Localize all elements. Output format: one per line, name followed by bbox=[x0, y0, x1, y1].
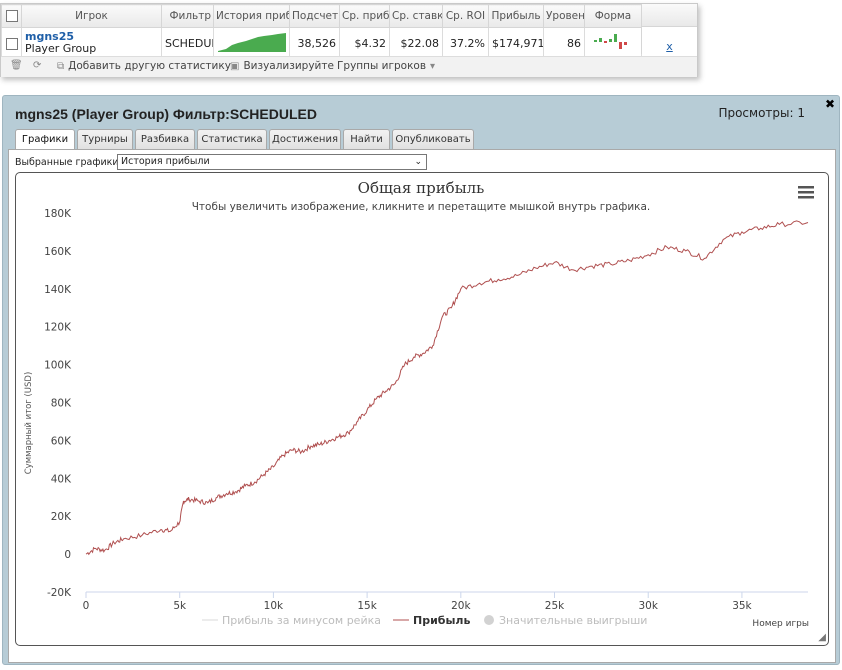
close-icon[interactable]: ✖ bbox=[824, 97, 835, 111]
x-tick-label: 10k bbox=[264, 600, 284, 612]
y-tick-label: 120K bbox=[44, 322, 72, 334]
col-header-avg-roi[interactable]: Ср. ROI bbox=[442, 4, 489, 28]
y-tick-label: -20K bbox=[47, 587, 72, 599]
form-indicator bbox=[594, 33, 627, 49]
add-stats-label: Добавить другую статистику bbox=[68, 60, 231, 72]
col-header-avg-profit[interactable]: Ср. прибыль bbox=[339, 4, 390, 28]
chevron-down-icon: ▾ bbox=[430, 60, 436, 72]
tab-graphs[interactable]: Графики bbox=[15, 129, 75, 151]
col-header-player[interactable]: Игрок bbox=[21, 4, 162, 28]
x-tick-label: 15k bbox=[357, 600, 377, 612]
count-cell: 38,526 bbox=[289, 27, 340, 59]
col-header-profit-history[interactable]: История прибыли bbox=[213, 4, 290, 28]
legend: Прибыль за минусом рейка Прибыль Значите… bbox=[202, 614, 647, 627]
trash-icon[interactable]: 🗑 bbox=[10, 60, 23, 71]
col-header-avg-stake[interactable]: Ср. ставка bbox=[389, 4, 443, 28]
menu-icon[interactable] bbox=[798, 186, 814, 199]
remove-player-link[interactable]: x bbox=[666, 40, 673, 53]
level-cell: 86 bbox=[543, 27, 585, 59]
filter-cell: SCHEDULED bbox=[161, 27, 214, 59]
col-header-profit[interactable]: Прибыль bbox=[488, 4, 544, 28]
chevron-down-icon: ⌄ bbox=[414, 157, 422, 167]
tab-breakdown[interactable]: Разбивка bbox=[135, 129, 195, 150]
visualize-label: Визуализируйте bbox=[243, 60, 334, 72]
stats-table: Игрок Фильтр История прибыли Подсчет Ср.… bbox=[1, 4, 642, 59]
y-tick-label: 80K bbox=[51, 398, 72, 410]
panel-title: mgns25 (Player Group) Фильтр:SCHEDULED bbox=[15, 106, 317, 122]
form-cell bbox=[584, 27, 642, 59]
y-tick-label: 160K bbox=[44, 246, 72, 258]
y-tick-label: 40K bbox=[51, 473, 72, 485]
legend-swatch-big-wins bbox=[484, 615, 494, 625]
tab-publish[interactable]: Опубликовать bbox=[392, 129, 474, 150]
image-icon: ▣ bbox=[230, 60, 240, 72]
select-all-checkbox[interactable] bbox=[1, 4, 22, 28]
tab-find[interactable]: Найти bbox=[343, 129, 390, 150]
y-tick-label: 0 bbox=[64, 549, 71, 561]
y-tick-label: 180K bbox=[44, 208, 72, 220]
avg-profit-cell: $4.32 bbox=[339, 27, 390, 59]
plot-area bbox=[85, 220, 809, 556]
stats-table-panel: Игрок Фильтр История прибыли Подсчет Ср.… bbox=[0, 3, 698, 77]
legend-item-net-profit[interactable]: Прибыль за минусом рейка bbox=[222, 614, 381, 627]
tab-achievements[interactable]: Достижения bbox=[269, 129, 341, 150]
x-tick-label: 25k bbox=[545, 600, 565, 612]
col-header-count[interactable]: Подсчет bbox=[289, 4, 340, 28]
stats-extra-column: x bbox=[641, 4, 697, 54]
panel-body: Выбранные графики: История прибыли ⌄ Общ… bbox=[8, 149, 836, 663]
graph-select-value: История прибыли bbox=[121, 156, 210, 167]
profit-history-sparkline bbox=[213, 27, 290, 59]
table-toolbar: 🗑 ⟳ ⧉ Добавить другую статистику ▣ Визуа… bbox=[1, 56, 697, 77]
player-cell: mgns25 Player Group bbox=[21, 27, 162, 59]
table-row: mgns25 Player Group SCHEDULED 38,526 $4.… bbox=[1, 27, 642, 59]
x-tick-label: 5k bbox=[173, 600, 187, 612]
y-tick-label: 140K bbox=[44, 284, 72, 296]
col-header-form[interactable]: Форма bbox=[584, 4, 642, 28]
player-group-label: Player Group bbox=[25, 42, 97, 55]
profit-series-line bbox=[85, 220, 809, 556]
y-axis-label: Суммарный итог (USD) bbox=[24, 372, 34, 475]
axes: 0 5k 10k 15k 20k 25k 30k 35k -20K 0 20K 40K 60K 80K 10… bbox=[44, 208, 808, 612]
y-tick-label: 20K bbox=[51, 511, 72, 523]
chart-subtitle: Чтобы увеличить изображение, кликните и … bbox=[192, 201, 651, 213]
x-tick-label: 30k bbox=[638, 600, 658, 612]
profit-chart[interactable]: Общая прибыль Чтобы увеличить изображени… bbox=[16, 173, 828, 645]
y-tick-label: 60K bbox=[51, 435, 72, 447]
x-axis-label: Номер игры bbox=[752, 619, 809, 629]
copy-icon: ⧉ bbox=[57, 60, 65, 72]
chart-container[interactable]: Общая прибыль Чтобы увеличить изображени… bbox=[15, 172, 829, 646]
col-header-level[interactable]: Уровень bbox=[543, 4, 585, 28]
col-header-filter[interactable]: Фильтр bbox=[161, 4, 214, 28]
profit-cell: $174,971 bbox=[488, 27, 544, 59]
player-groups-label: Группы игроков bbox=[337, 60, 427, 72]
y-tick-label: 100K bbox=[44, 360, 72, 372]
table-header-row: Игрок Фильтр История прибыли Подсчет Ср.… bbox=[1, 4, 642, 28]
selected-graphs-label: Выбранные графики: bbox=[15, 157, 122, 168]
refresh-icon[interactable]: ⟳ bbox=[33, 60, 42, 71]
x-tick-label: 0 bbox=[83, 600, 90, 612]
tab-tournaments[interactable]: Турниры bbox=[77, 129, 133, 150]
row-checkbox[interactable] bbox=[1, 27, 22, 59]
legend-item-big-wins[interactable]: Значительные выигрыши bbox=[499, 614, 647, 627]
graph-panel: mgns25 (Player Group) Фильтр:SCHEDULED П… bbox=[2, 95, 840, 665]
resize-grip-icon[interactable]: ◢ bbox=[818, 632, 826, 643]
avg-roi-cell: 37.2% bbox=[442, 27, 489, 59]
avg-stake-cell: $22.08 bbox=[389, 27, 443, 59]
add-stats-button[interactable]: ⧉ Добавить другую статистику bbox=[57, 60, 231, 72]
x-tick-label: 35k bbox=[732, 600, 752, 612]
legend-item-profit[interactable]: Прибыль bbox=[413, 614, 470, 627]
graph-select[interactable]: История прибыли ⌄ bbox=[117, 154, 427, 170]
player-groups-dropdown[interactable]: Группы игроков ▾ bbox=[337, 60, 435, 72]
x-tick-label: 20k bbox=[451, 600, 471, 612]
visualize-button[interactable]: ▣ Визуализируйте bbox=[230, 60, 334, 72]
sparkline-graphic bbox=[218, 32, 286, 52]
tab-statistics[interactable]: Статистика bbox=[197, 129, 267, 150]
player-name-link[interactable]: mgns25 bbox=[25, 30, 75, 43]
views-counter: Просмотры: 1 bbox=[718, 106, 805, 120]
chart-title: Общая прибыль bbox=[358, 179, 485, 197]
